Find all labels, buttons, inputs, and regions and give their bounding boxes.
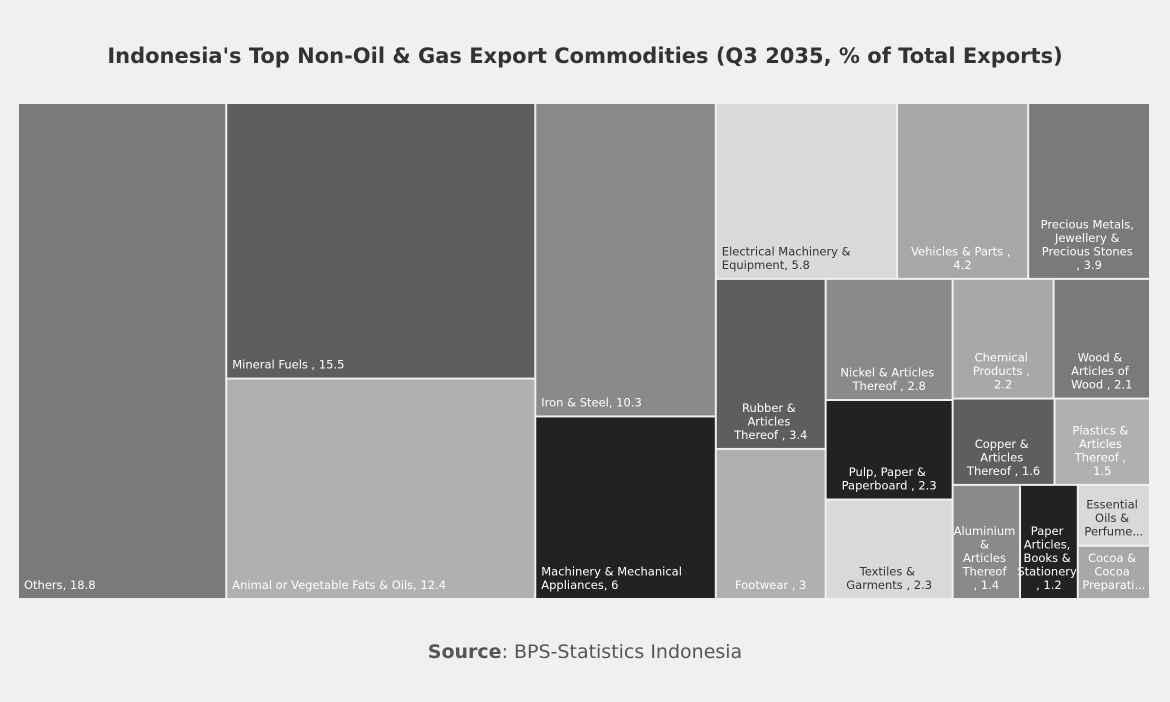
tile-label: Vehicles & Parts , 4.2 bbox=[911, 244, 1014, 272]
tile bbox=[536, 417, 715, 598]
tile bbox=[953, 279, 1053, 398]
tile-label: Footwear , 3 bbox=[735, 578, 806, 592]
tile bbox=[953, 399, 1054, 484]
tile bbox=[716, 449, 825, 598]
tile-label: Cocoa & Cocoa Preparati... bbox=[1082, 551, 1145, 592]
tile-label: Copper & Articles Thereof , 1.6 bbox=[966, 437, 1040, 478]
tile-label: Pulp, Paper & Paperboard , 2.3 bbox=[842, 465, 937, 493]
tile-label: Electrical Machinery & Equipment, 5.8 bbox=[722, 244, 854, 272]
tile-label: Aluminium & Articles Thereof , 1.4 bbox=[954, 524, 1019, 592]
source: Source: BPS-Statistics Indonesia bbox=[428, 641, 742, 663]
tile-label: Nickel & Articles Thereof , 2.8 bbox=[840, 366, 937, 394]
tile-label: Textiles & Garments , 2.3 bbox=[846, 565, 932, 593]
tile bbox=[826, 279, 952, 400]
tile-label: Others, 18.8 bbox=[24, 578, 96, 592]
tile-label: Mineral Fuels , 15.5 bbox=[232, 358, 344, 372]
source-text: : BPS-Statistics Indonesia bbox=[502, 641, 743, 663]
tile-label: Plastics & Articles Thereof , 1.5 bbox=[1073, 423, 1132, 478]
tile bbox=[1021, 485, 1077, 598]
tile bbox=[1054, 279, 1149, 398]
tile bbox=[826, 401, 952, 499]
tile-label: Animal or Vegetable Fats & Oils, 12.4 bbox=[232, 578, 446, 592]
tile bbox=[1055, 399, 1149, 484]
tile bbox=[897, 104, 1028, 278]
tile bbox=[1078, 546, 1149, 598]
tile-label: Chemical Products , 2.2 bbox=[973, 351, 1034, 392]
tile bbox=[536, 104, 715, 416]
chart-title: Indonesia's Top Non-Oil & Gas Export Com… bbox=[107, 44, 1062, 68]
tile bbox=[716, 279, 825, 448]
tile bbox=[1078, 485, 1149, 545]
source-label: Source bbox=[428, 641, 502, 663]
tile bbox=[953, 485, 1020, 598]
tile-label: Wood & Articles of Wood , 2.1 bbox=[1071, 351, 1132, 392]
tile-label: Essential Oils & Perfume... bbox=[1084, 498, 1143, 539]
tile bbox=[227, 104, 535, 378]
tile bbox=[19, 104, 226, 598]
tile bbox=[716, 104, 896, 278]
treemap: Others, 18.8 Mineral Fuels , 15.5 Animal o… bbox=[19, 104, 1149, 598]
tile-label: Machinery & Mechanical Appliances, 6 bbox=[541, 565, 685, 593]
tile bbox=[826, 500, 952, 598]
tile-label: Iron & Steel, 10.3 bbox=[541, 395, 642, 409]
tile-label: Rubber & Articles Thereof , 3.4 bbox=[733, 401, 807, 442]
tile bbox=[1029, 104, 1149, 278]
tile-label: Paper Articles, Books & Stationery , 1.2 bbox=[1017, 524, 1080, 592]
tile bbox=[227, 379, 535, 598]
tile-label: Precious Metals, Jewellery & Precious St… bbox=[1041, 217, 1138, 272]
